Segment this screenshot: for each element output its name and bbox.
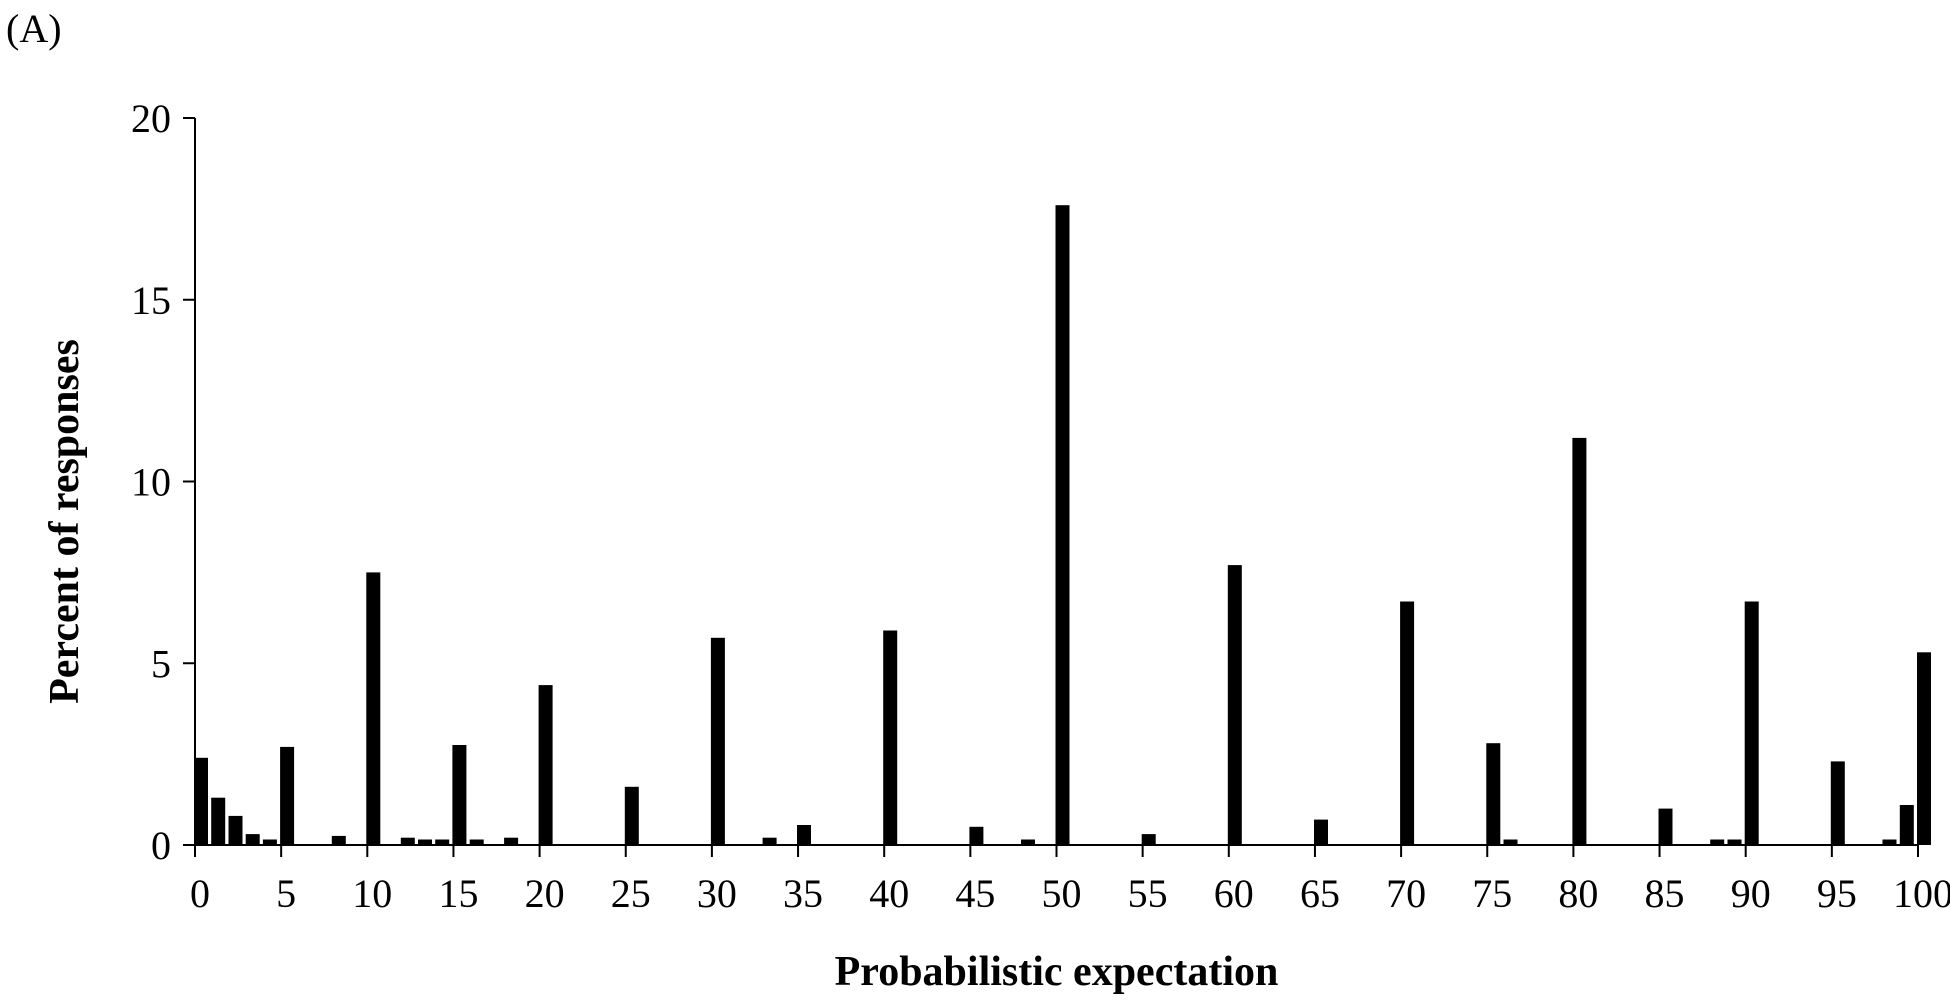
bar [211, 797, 226, 845]
bar [538, 685, 553, 845]
x-tick-label: 20 [525, 871, 565, 916]
x-tick-label: 35 [783, 871, 823, 916]
bar [435, 839, 450, 845]
x-tick-label: 25 [611, 871, 651, 916]
x-tick-label: 45 [955, 871, 995, 916]
bar [452, 745, 467, 845]
x-axis-title: Probabilistic expectation [835, 949, 1279, 995]
x-axis: 0 5 10 15 20 25 30 35 40 45 50 55 60 65 70 75 80 85 90 95 10… [190, 844, 1950, 916]
x-tick-label: 60 [1214, 871, 1254, 916]
x-tick-label: 100 [1893, 871, 1950, 916]
bar [1744, 601, 1759, 845]
bar [762, 837, 777, 845]
bar [331, 835, 346, 845]
bar [1917, 652, 1931, 845]
x-tick-label: 30 [697, 871, 737, 916]
x-tick-label: 95 [1817, 871, 1857, 916]
bar [280, 746, 295, 845]
x-tick-label: 90 [1731, 871, 1771, 916]
x-tick-label: 50 [1042, 871, 1082, 916]
bar [1486, 743, 1501, 845]
bar [366, 572, 381, 845]
x-tick-label: 65 [1300, 871, 1340, 916]
y-tick-label: 20 [131, 96, 171, 141]
x-tick-label: 0 [190, 871, 210, 916]
y-tick-label: 10 [131, 460, 171, 505]
bar [883, 630, 898, 845]
bar [1400, 601, 1415, 845]
bar [262, 839, 277, 845]
bar [710, 637, 725, 845]
bar [245, 834, 260, 845]
panel-label: (A) [6, 6, 62, 51]
x-tick-label: 10 [352, 871, 392, 916]
bar [1572, 437, 1587, 845]
bar [418, 839, 432, 845]
bar [1503, 839, 1518, 845]
y-tick-label: 15 [131, 278, 171, 323]
y-tick-label: 0 [151, 823, 171, 868]
bar [1055, 205, 1070, 845]
x-tick-label: 5 [276, 871, 296, 916]
bar [504, 837, 519, 845]
x-tick-label: 70 [1386, 871, 1426, 916]
bar [1710, 839, 1725, 845]
y-tick-label: 5 [151, 641, 171, 686]
x-tick-label: 15 [438, 871, 478, 916]
bar [1830, 761, 1845, 845]
y-axis-title: Percent of responses [42, 339, 88, 704]
bar [1227, 565, 1242, 845]
x-tick-label: 55 [1128, 871, 1168, 916]
bar [469, 839, 484, 845]
bar [1727, 839, 1742, 845]
x-tick-label: 40 [869, 871, 909, 916]
y-axis: 0 5 10 15 20 [131, 96, 196, 868]
bar [1882, 839, 1897, 845]
bar [797, 825, 811, 845]
x-tick-label: 80 [1558, 871, 1598, 916]
bar [1141, 834, 1156, 845]
bar [1658, 808, 1673, 845]
bar [400, 837, 415, 845]
x-tick-label: 75 [1472, 871, 1512, 916]
bar [624, 786, 639, 845]
bar [228, 815, 243, 845]
bar [1021, 839, 1035, 845]
bar [1899, 805, 1914, 845]
bar [1314, 819, 1328, 845]
x-tick-label: 85 [1645, 871, 1685, 916]
bars-group [194, 205, 1931, 845]
bar [969, 826, 984, 845]
bar [194, 757, 208, 845]
